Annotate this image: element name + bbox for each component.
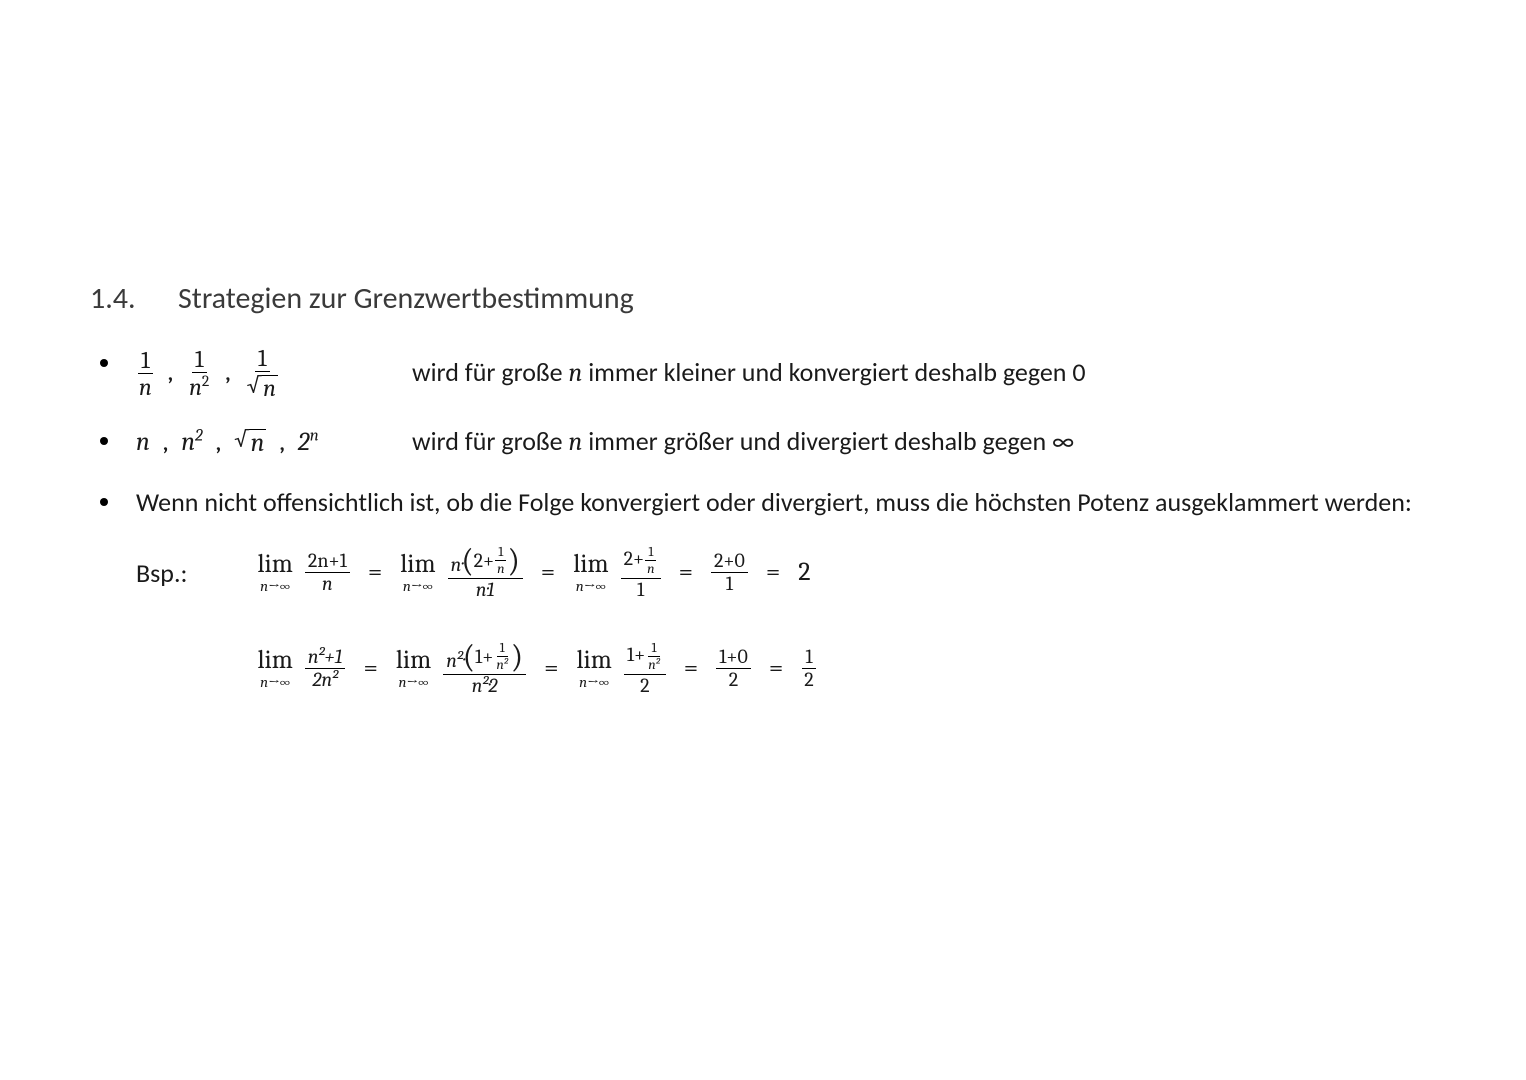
bullet-2-terms: n, n2, √n, 2n bbox=[136, 424, 356, 462]
lim: limn→∞ bbox=[258, 551, 293, 594]
equation-2: limn→∞ n²+12n² = limn→∞ n²·1+1n² n²·2 = … bbox=[258, 639, 817, 697]
bullet-item-3: Wenn nicht offensichtlich ist, ob die Fo… bbox=[90, 484, 1436, 522]
heading-title: Strategien zur Grenzwertbestimmung bbox=[178, 280, 634, 317]
bullet-item-1: 1n , 1n2 , 1√n wird für große n immer kl… bbox=[90, 345, 1436, 401]
equation-1-result: 2 bbox=[798, 557, 810, 587]
example-block: Bsp.: limn→∞ 2n+1n = limn→∞ n·2+1n n·1 =… bbox=[90, 543, 1436, 697]
example-label: Bsp.: bbox=[136, 543, 188, 589]
equations-column: limn→∞ 2n+1n = limn→∞ n·2+1n n·1 = limn→… bbox=[258, 543, 817, 697]
equation-1: limn→∞ 2n+1n = limn→∞ n·2+1n n·1 = limn→… bbox=[258, 543, 817, 601]
bullet-item-2: n, n2, √n, 2n wird für große n immer grö… bbox=[90, 423, 1436, 462]
section-heading: 1.4. Strategien zur Grenzwertbestimmung bbox=[90, 280, 1436, 317]
bullet-1-desc: wird für große n immer kleiner und konve… bbox=[412, 354, 1086, 393]
document-page: 1.4. Strategien zur Grenzwertbestimmung … bbox=[0, 0, 1526, 697]
heading-number: 1.4. bbox=[90, 280, 150, 317]
equation-2-result: 12 bbox=[801, 646, 816, 691]
bullet-1-terms: 1n , 1n2 , 1√n bbox=[136, 345, 356, 401]
bullet-list: 1n , 1n2 , 1√n wird für große n immer kl… bbox=[90, 345, 1436, 521]
bullet-3-text: Wenn nicht offensichtlich ist, ob die Fo… bbox=[136, 486, 1412, 518]
bullet-2-desc: wird für große n immer größer und diverg… bbox=[412, 423, 1074, 462]
